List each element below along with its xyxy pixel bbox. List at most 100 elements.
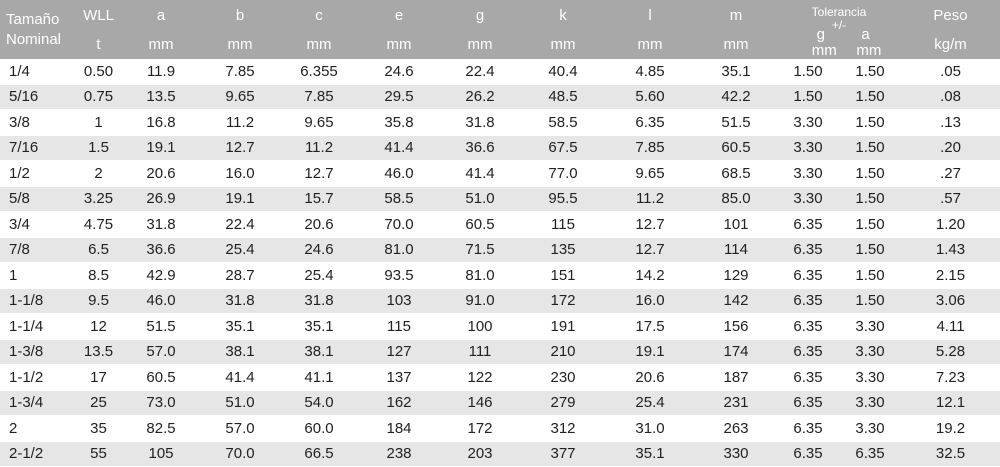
table-cell: 1.50 — [777, 59, 839, 85]
table-cell: .20 — [901, 135, 1000, 161]
table-cell: 32.5 — [901, 441, 1000, 467]
nominal-size-cell: 1/2 — [0, 160, 76, 187]
table-cell: 12.7 — [605, 211, 695, 238]
table-row: 3/8 1 16.8 11.2 9.65 35.8 31.8 58.5 6.35 51.5 3.30… — [0, 109, 1000, 136]
header-nominal-size: Tamaño Nominal — [0, 0, 76, 59]
table-cell: 6.35 — [777, 211, 839, 238]
table-cell: 51.0 — [201, 390, 279, 416]
table-cell: 51.5 — [695, 109, 777, 136]
table-cell: 174 — [695, 339, 777, 365]
table-cell: 6.35 — [605, 109, 695, 136]
unit-e: mm — [359, 30, 439, 59]
table-cell: 46.0 — [359, 160, 439, 187]
table-cell: 1.20 — [901, 211, 1000, 238]
table-cell: 101 — [695, 211, 777, 238]
tolerance-g-label: g — [816, 26, 826, 43]
unit-l: mm — [605, 30, 695, 59]
table-cell: 6.35 — [777, 313, 839, 340]
table-cell: 31.8 — [201, 288, 279, 314]
table-cell: 28.7 — [201, 262, 279, 289]
unit-b: mm — [201, 30, 279, 59]
table-cell: 19.1 — [201, 186, 279, 212]
table-cell: 231 — [695, 390, 777, 416]
table-cell: 36.6 — [439, 135, 521, 161]
table-cell: 6.35 — [839, 441, 901, 467]
table-cell: 60.5 — [121, 364, 201, 391]
table-cell: 7.85 — [605, 135, 695, 161]
table-cell: 12.1 — [901, 390, 1000, 416]
table-cell: 24.6 — [359, 59, 439, 85]
table-cell: 279 — [521, 390, 605, 416]
unit-wll: t — [76, 30, 121, 59]
table-cell: 36.6 — [121, 237, 201, 263]
table-cell: 3.30 — [839, 313, 901, 340]
table-cell: 137 — [359, 364, 439, 391]
table-cell: 9.5 — [76, 288, 121, 314]
table-cell: 22.4 — [201, 211, 279, 238]
table-row: 1-1/8 9.5 46.0 31.8 31.8 103 91.0 172 16.0 142 6.3… — [0, 288, 1000, 314]
table-cell: 20.6 — [121, 160, 201, 187]
table-cell: 1.50 — [839, 211, 901, 238]
nominal-size-cell: 5/8 — [0, 186, 76, 212]
table-cell: 172 — [521, 288, 605, 314]
header-k: k — [521, 0, 605, 30]
table-cell: .13 — [901, 109, 1000, 136]
table-cell: 73.0 — [121, 390, 201, 416]
table-cell: 19.1 — [605, 339, 695, 365]
tolerance-a-label: a — [861, 26, 870, 43]
table-cell: 330 — [695, 441, 777, 467]
table-cell: 20.6 — [279, 211, 359, 238]
table-cell: 26.2 — [439, 84, 521, 110]
table-cell: 31.0 — [605, 415, 695, 442]
table-cell: 1.50 — [839, 288, 901, 314]
header-row-top: Tamaño Nominal WLL a b c e g k l m Toler… — [0, 0, 1000, 59]
table-cell: 11.2 — [201, 109, 279, 136]
table-cell: 6.35 — [777, 390, 839, 416]
table-cell: 38.1 — [201, 339, 279, 365]
table-cell: 100 — [439, 313, 521, 340]
table-cell: 263 — [695, 415, 777, 442]
table-cell: 3.30 — [777, 160, 839, 187]
table-cell: 82.5 — [121, 415, 201, 442]
nominal-size-cell: 1/4 — [0, 59, 76, 85]
table-cell: 81.0 — [439, 262, 521, 289]
nominal-size-cell: 1-3/8 — [0, 339, 76, 365]
table-row: 2 35 82.5 57.0 60.0 184 172 312 31.0 263 6.35 3.30 1… — [0, 415, 1000, 442]
table-cell: 26.9 — [121, 186, 201, 212]
table-row: 2-1/2 55 105 70.0 66.5 238 203 377 35.1 330 6.35 6.… — [0, 441, 1000, 467]
table-cell: 77.0 — [521, 160, 605, 187]
nominal-size-cell: 1-1/2 — [0, 364, 76, 391]
table-cell: 58.5 — [359, 186, 439, 212]
table-cell: 81.0 — [359, 237, 439, 263]
table-cell: 55 — [76, 441, 121, 467]
table-row: 7/16 1.5 19.1 12.7 11.2 41.4 36.6 67.5 7.85 60.5 3… — [0, 135, 1000, 161]
table-cell: 71.5 — [439, 237, 521, 263]
table-cell: 238 — [359, 441, 439, 467]
table-cell: 31.8 — [439, 109, 521, 136]
table-cell: 111 — [439, 339, 521, 365]
table-cell: 16.8 — [121, 109, 201, 136]
table-cell: 3.25 — [76, 186, 121, 212]
table-cell: 35 — [76, 415, 121, 442]
table-cell: 16.0 — [201, 160, 279, 187]
table-cell: 1.50 — [839, 160, 901, 187]
table-row: 1/2 2 20.6 16.0 12.7 46.0 41.4 77.0 9.65 68.5 3.30… — [0, 160, 1000, 187]
table-cell: 25.4 — [279, 262, 359, 289]
table-cell: 9.65 — [279, 109, 359, 136]
table-cell: 1.50 — [839, 186, 901, 212]
table-cell: 70.0 — [201, 441, 279, 467]
table-cell: 156 — [695, 313, 777, 340]
table-cell: 19.1 — [121, 135, 201, 161]
nominal-size-cell: 2-1/2 — [0, 441, 76, 467]
table-cell: 122 — [439, 364, 521, 391]
table-cell: 2 — [76, 160, 121, 187]
tolerance-g-unit: mm — [811, 42, 837, 59]
table-body: 1/4 0.50 11.9 7.85 6.355 24.6 22.4 40.4 4.85 35.1… — [0, 59, 1000, 467]
table-cell: 115 — [359, 313, 439, 340]
table-cell: 35.8 — [359, 109, 439, 136]
table-row: 1-3/4 25 73.0 51.0 54.0 162 146 279 25.4 231 6.35 3… — [0, 390, 1000, 416]
table-cell: 0.75 — [76, 84, 121, 110]
table-cell: 68.5 — [695, 160, 777, 187]
table-row: 1/4 0.50 11.9 7.85 6.355 24.6 22.4 40.4 4.85 35.1… — [0, 59, 1000, 85]
table-cell: 162 — [359, 390, 439, 416]
